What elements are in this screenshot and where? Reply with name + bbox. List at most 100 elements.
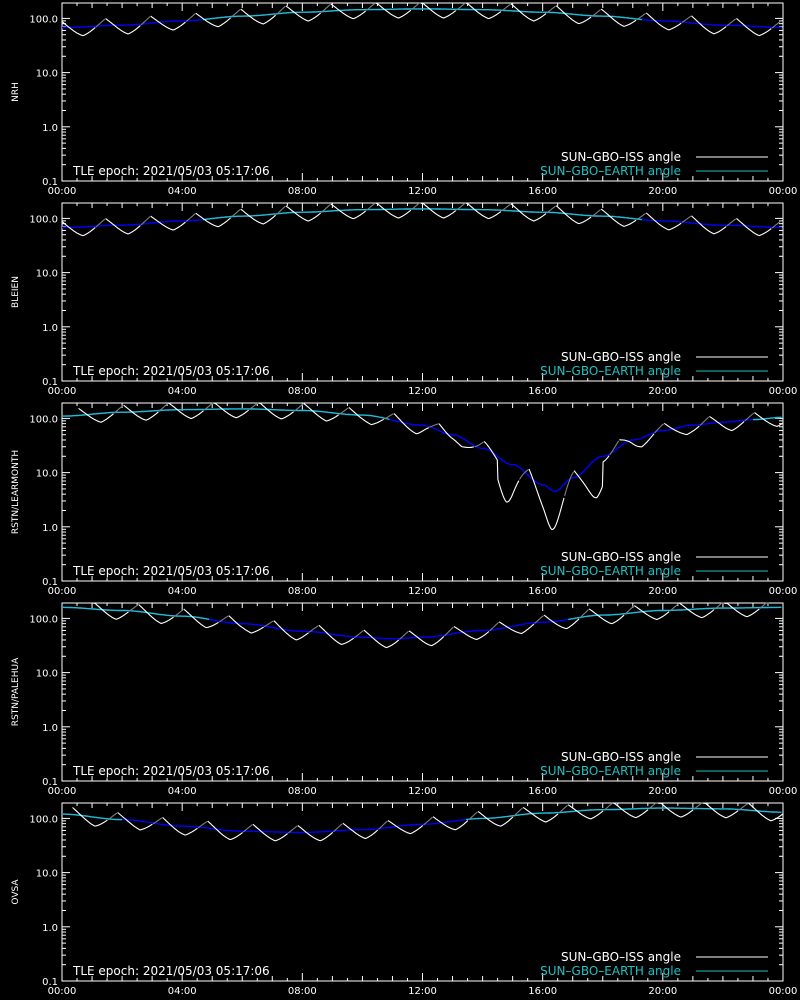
panel-ovsa: 0.1 1.0 10.0 100.0 00:00 04:00 08:00 12:00 16:00… — [11, 802, 798, 997]
iss-angle-arc — [342, 822, 379, 839]
x-tick-label: 16:00 — [528, 386, 557, 397]
iss-angle-arc — [61, 21, 96, 37]
iss-angle-arc — [543, 614, 580, 630]
iss-angle-arc — [330, 203, 367, 220]
y-tick-label: 0.1 — [42, 577, 58, 588]
iss-angle-occulted-arc — [230, 209, 241, 218]
iss-angle-arc — [138, 604, 174, 624]
iss-angle-arc — [330, 3, 367, 20]
iss-angle-occulted-arc — [287, 825, 298, 834]
iss-angle-arc — [483, 441, 520, 503]
legend-earth-label: SUN–GBO–EARTH angle — [540, 564, 681, 578]
legend-earth-label: SUN–GBO–EARTH angle — [540, 164, 681, 178]
x-tick-label: 08:00 — [288, 986, 317, 997]
x-tick-label: 00:00 — [769, 586, 798, 597]
tle-epoch-label: TLE epoch: 2021/05/03 05:17:06 — [72, 564, 270, 578]
panel-nrh: 0.1 1.0 10.0 100.0 00:00 04:00 08:00 12:00 16:00… — [11, 2, 798, 197]
iss-angle-arc — [510, 203, 547, 222]
iss-angle-occulted-arc — [263, 620, 274, 628]
iss-angle-occulted-arc — [726, 218, 737, 227]
iss-angle-arc — [195, 12, 231, 28]
iss-angle-occulted-arc — [230, 9, 241, 18]
iss-angle-occulted-arc — [429, 423, 439, 428]
iss-angle-occulted-arc — [353, 630, 364, 639]
y-tick-label: 10.0 — [36, 669, 58, 680]
iss-angle-occulted-arc — [558, 804, 568, 814]
x-tick-label: 00:00 — [48, 186, 77, 197]
iss-angle-arc — [466, 2, 502, 20]
iss-angle-occulted-arc — [107, 812, 118, 821]
panel-rstn-learmonth: 0.1 1.0 10.0 100.0 00:00 04:00 08:00 12:00 16:00… — [11, 402, 798, 597]
iss-angle-arc — [387, 820, 424, 835]
x-tick-label: 00:00 — [48, 986, 77, 997]
iss-angle-arc — [748, 802, 784, 822]
x-tick-label: 12:00 — [408, 186, 437, 197]
y-tick-label: 100.0 — [29, 14, 58, 25]
iss-angle-arc — [303, 402, 340, 422]
iss-angle-arc — [318, 624, 355, 645]
iss-angle-occulted-arc — [474, 441, 484, 448]
iss-angle-occulted-arc — [699, 416, 710, 426]
iss-angle-arc — [105, 18, 141, 35]
iss-angle-arc — [645, 212, 682, 231]
x-tick-label: 00:00 — [769, 186, 798, 197]
iss-angle-occulted-arc — [197, 820, 208, 829]
iss-angle-arc — [645, 12, 682, 31]
legend-earth-label: SUN–GBO–EARTH angle — [540, 364, 681, 378]
iss-angle-arc — [754, 412, 784, 427]
x-tick-label: 04:00 — [168, 186, 197, 197]
iss-angle-occulted-arc — [320, 4, 331, 13]
iss-angle-arc — [228, 615, 264, 634]
iss-angle-arc — [252, 823, 288, 842]
iss-angle-occulted-arc — [468, 811, 478, 821]
iss-angle-occulted-arc — [95, 18, 106, 28]
iss-angle-occulted-arc — [411, 202, 421, 211]
earth-angle-line — [62, 606, 782, 640]
y-tick-label: 0.1 — [42, 377, 58, 388]
iss-angle-arc — [703, 802, 739, 819]
iss-angle-occulted-arc — [693, 802, 703, 810]
iss-angle-arc — [273, 620, 309, 641]
x-tick-label: 16:00 — [528, 986, 557, 997]
x-tick-label: 08:00 — [288, 386, 317, 397]
iss-angle-occulted-arc — [624, 605, 635, 615]
x-tick-label: 00:00 — [48, 786, 77, 797]
iss-angle-occulted-arc — [744, 412, 755, 422]
iss-angle-arc — [285, 5, 322, 22]
iss-angle-occulted-arc — [185, 13, 196, 23]
iss-angle-arc — [432, 816, 469, 831]
y-tick-label: 1.0 — [42, 923, 58, 934]
x-tick-label: 12:00 — [408, 786, 437, 797]
iss-angle-arc — [555, 205, 592, 225]
iss-angle-occulted-arc — [338, 407, 349, 415]
iss-angle-arc — [691, 215, 727, 235]
iss-angle-arc — [453, 626, 490, 640]
x-tick-label: 12:00 — [408, 386, 437, 397]
iss-angle-occulted-arc — [158, 402, 169, 412]
iss-angle-arc — [633, 605, 670, 620]
earth-angle-line — [62, 807, 782, 834]
y-tick-label: 0.1 — [42, 977, 58, 988]
iss-angle-occulted-arc — [456, 202, 466, 211]
iss-angle-occulted-arc — [423, 816, 433, 826]
iss-angle-arc — [150, 215, 186, 231]
legend-iss-label: SUN–GBO–ISS angle — [561, 950, 681, 964]
legend-earth-label: SUN–GBO–EARTH angle — [540, 764, 681, 778]
x-tick-label: 16:00 — [528, 786, 557, 797]
iss-angle-arc — [709, 415, 745, 432]
x-tick-label: 08:00 — [288, 186, 317, 197]
iss-angle-arc — [207, 820, 243, 841]
x-tick-label: 00:00 — [769, 986, 798, 997]
iss-angle-arc — [393, 413, 430, 435]
iss-angle-occulted-arc — [609, 440, 620, 456]
iss-angle-occulted-arc — [456, 2, 466, 11]
x-tick-label: 08:00 — [288, 586, 317, 597]
earth-angle-line — [61, 408, 782, 493]
iss-angle-arc — [105, 218, 141, 235]
iss-angle-arc — [375, 202, 412, 219]
y-tick-label: 10.0 — [36, 869, 58, 880]
iss-angle-occulted-arc — [95, 218, 106, 228]
iss-angle-arc — [658, 802, 694, 818]
iss-angle-occulted-arc — [365, 2, 376, 11]
x-tick-label: 00:00 — [769, 786, 798, 797]
